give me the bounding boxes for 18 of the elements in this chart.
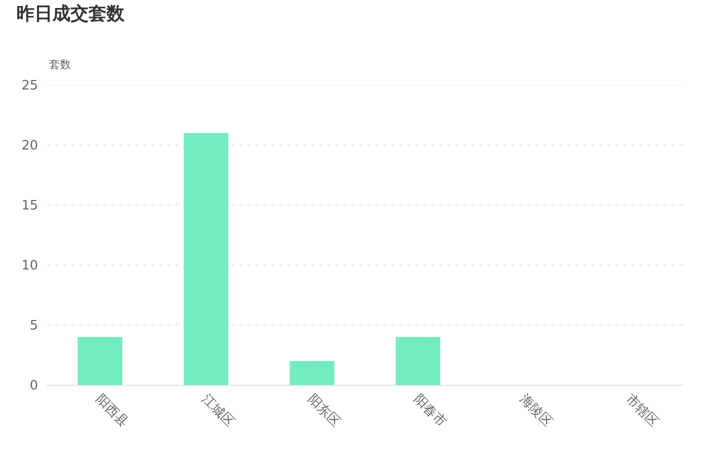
chart-title: 昨日成交套数 <box>16 3 126 24</box>
x-tick-label: 江城区 <box>198 392 237 430</box>
y-tick-label: 20 <box>21 138 38 154</box>
bar <box>78 337 122 385</box>
y-tick-label: 15 <box>21 198 38 214</box>
x-tick-label: 阳西县 <box>92 392 131 430</box>
x-tick-label: 海陵区 <box>516 392 555 430</box>
y-axis-title: 套数 <box>49 58 71 71</box>
x-tick-label: 阳春市 <box>410 392 449 430</box>
x-tick-label: 市辖区 <box>622 392 661 430</box>
y-tick-label: 25 <box>21 78 38 94</box>
y-tick-label: 0 <box>30 378 38 394</box>
y-tick-label: 10 <box>21 258 38 274</box>
x-tick-label: 阳东区 <box>304 392 343 430</box>
y-tick-label: 5 <box>30 318 38 334</box>
bar <box>184 133 228 385</box>
bar <box>290 361 334 385</box>
bar <box>396 337 440 385</box>
